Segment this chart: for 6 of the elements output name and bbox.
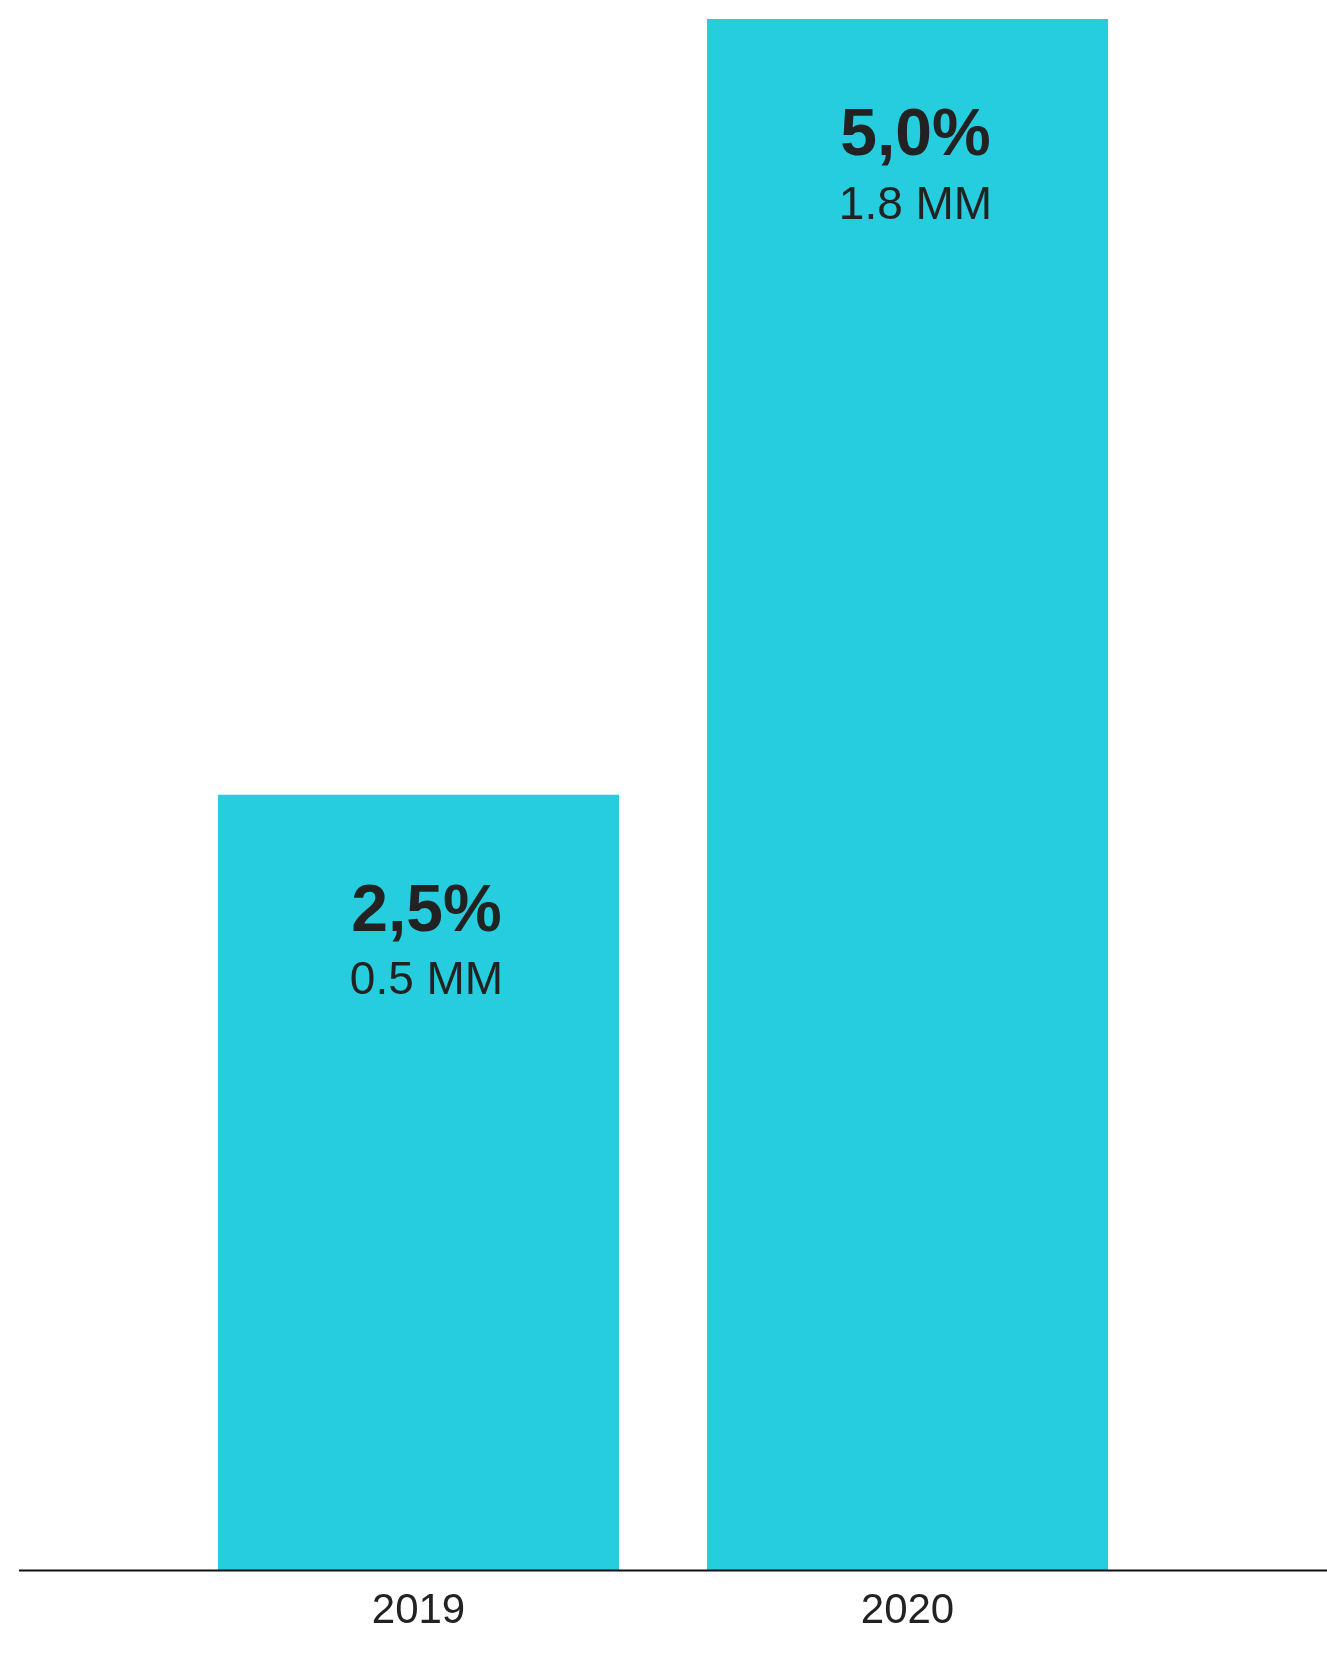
data-label: 5,0%: [840, 95, 991, 170]
data-label: 2,5%: [351, 871, 502, 945]
x-tick-label: 2020: [860, 1585, 955, 1633]
annotation: 1.8 MM: [838, 176, 993, 229]
x-tick-label: 2019: [371, 1585, 466, 1633]
annotation: 0.5 MM: [349, 952, 504, 1005]
